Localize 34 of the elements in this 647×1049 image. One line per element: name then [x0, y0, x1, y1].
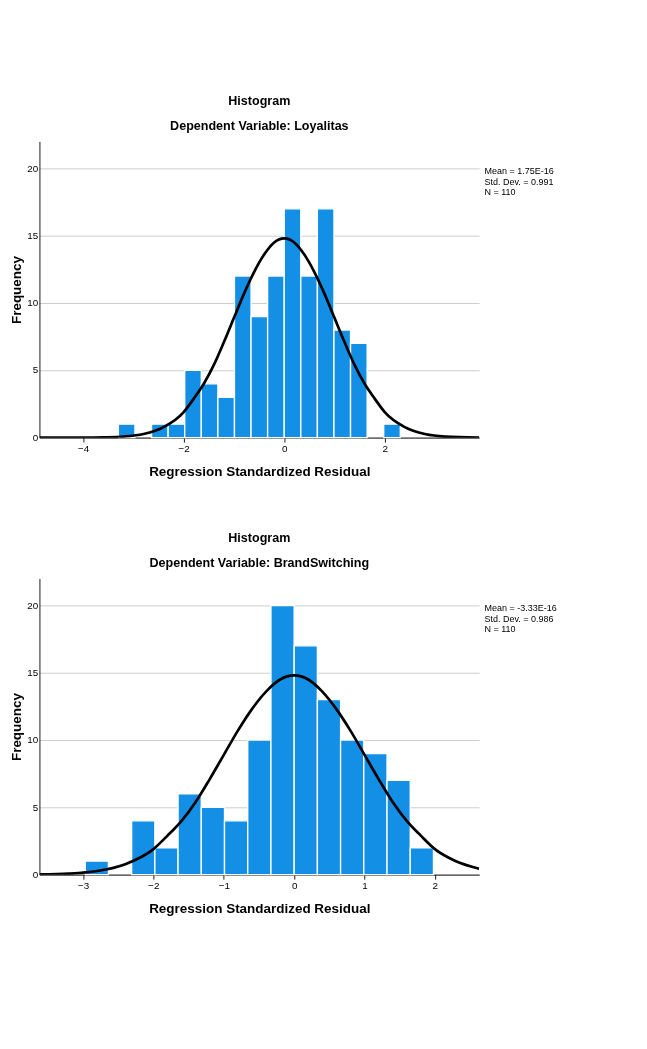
text: Mean = 1.75E-16 [484, 165, 554, 176]
x-tick-label: 0 [291, 880, 298, 892]
x-axis-title: Regression Standardized Residual [149, 463, 371, 479]
y-tick-label: 20 [27, 162, 39, 174]
y-tick-label: 5 [32, 364, 39, 376]
chart-title: Histogram [228, 93, 291, 108]
chart-title: Histogram [228, 530, 291, 545]
x-tick-label: 2 [382, 443, 388, 455]
x-tick-label: −2 [148, 880, 160, 892]
y-tick-label: 5 [32, 801, 39, 813]
text: N = 110 [484, 187, 516, 198]
x-axis-title: Regression Standardized Residual [149, 900, 371, 916]
y-tick-label: 15 [27, 229, 39, 241]
y-tick-label: 0 [32, 868, 39, 880]
text: Mean = -3.33E-16 [484, 602, 557, 613]
y-tick-label: 15 [27, 666, 39, 678]
text: Std. Dev. = 0.986 [484, 613, 554, 624]
x-tick-label: −1 [218, 880, 230, 892]
y-tick-label: 10 [27, 734, 39, 746]
x-tick-label: 0 [281, 443, 288, 455]
y-tick-label: 0 [32, 431, 39, 443]
y-tick-label: 20 [27, 599, 39, 611]
y-axis-title: Frequency [8, 255, 24, 325]
y-axis-title: Frequency [8, 692, 24, 762]
text: N = 110 [484, 624, 516, 635]
text: Std. Dev. = 0.991 [484, 176, 554, 187]
chart-subtitle: Dependent Variable: Loyalitas [170, 118, 349, 133]
x-tick-label: 1 [362, 880, 368, 892]
y-tick-label: 10 [27, 297, 39, 309]
x-tick-label: −4 [78, 443, 90, 455]
x-tick-label: −3 [77, 880, 90, 892]
x-tick-label: 2 [432, 880, 439, 892]
chart-subtitle: Dependent Variable: BrandSwitching [149, 555, 370, 570]
x-tick-label: −2 [178, 443, 190, 455]
